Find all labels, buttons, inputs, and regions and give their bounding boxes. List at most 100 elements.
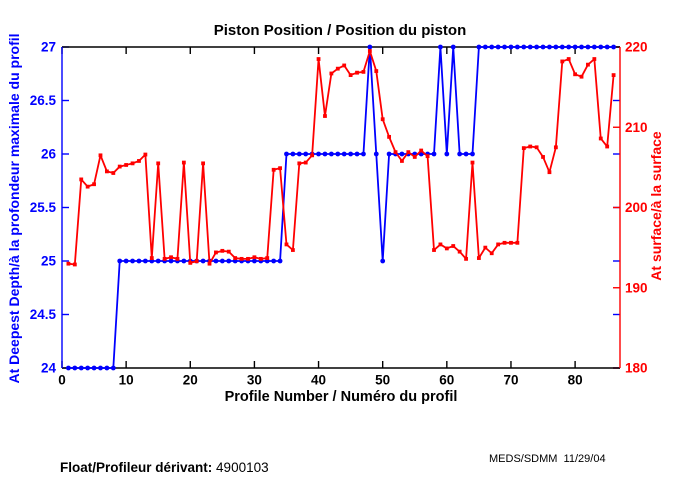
left-tick-label: 25 [41,254,57,269]
left-tick-label: 27 [41,40,56,55]
data-point-marker [361,151,366,157]
left-tick-label: 24.5 [30,307,57,322]
right-tick-label: 190 [625,280,648,295]
data-point-marker [483,245,488,250]
data-point-marker [85,184,90,189]
data-point-marker [246,256,250,261]
data-point-marker [322,151,328,157]
data-point-marker [265,256,270,260]
data-point-marker [303,151,309,157]
data-point-marker [598,136,603,141]
data-point-marker [559,44,565,50]
right-tick-label: 180 [625,361,648,376]
data-point-marker [252,255,257,260]
data-point-marker [201,161,206,166]
data-point-marker [136,258,142,264]
data-point-marker [476,44,482,50]
data-point-marker [438,44,443,50]
data-point-marker [579,44,584,50]
data-point-marker [284,151,289,157]
data-point-marker [585,44,591,50]
data-point-marker [470,151,475,157]
data-point-marker [104,169,109,174]
data-point-marker [534,145,539,150]
data-point-marker [328,151,334,157]
data-point-marker [98,365,103,371]
x-tick-label: 10 [119,373,134,388]
data-point-marker [464,256,468,261]
data-point-marker [509,240,513,245]
data-point-marker [380,258,386,264]
data-point-marker [323,114,327,118]
data-point-marker [149,256,154,260]
data-point-marker [496,242,501,247]
left-tick-label: 24 [41,361,57,376]
data-point-marker [111,171,116,175]
data-point-marker [553,44,559,50]
data-point-marker [233,256,238,260]
plot-frame [61,46,621,369]
data-point-marker [451,244,456,248]
data-point-marker [110,365,116,371]
x-tick-label: 50 [375,373,390,388]
data-point-marker [168,258,174,264]
data-point-marker [476,256,481,260]
x-tick-label: 80 [568,373,583,388]
data-point-marker [91,365,97,371]
data-point-marker [92,182,96,187]
data-point-marker [374,69,379,73]
data-point-marker [457,249,462,254]
data-point-marker [489,251,494,256]
data-point-marker [78,365,84,371]
data-point-marker [444,151,450,157]
data-point-marker [130,258,135,264]
data-point-marker [586,62,590,67]
data-point-marker [316,151,321,157]
left-tick-label: 25.5 [30,200,57,215]
data-point-marker [143,152,148,157]
data-point-marker [604,44,610,50]
data-point-marker [592,57,597,61]
data-point-marker [611,44,616,50]
x-tick-label: 70 [503,373,518,388]
data-point-marker [335,66,340,71]
data-point-marker [373,151,379,157]
data-point-marker [527,44,533,50]
data-point-marker [123,258,129,264]
data-point-marker [335,151,341,157]
data-point-marker [169,255,173,260]
data-point-marker [296,151,302,157]
data-point-marker [258,256,263,261]
data-point-marker [66,365,71,371]
data-point-marker [400,159,404,163]
data-point-marker [419,148,424,153]
data-point-marker [124,163,129,167]
data-point-marker [566,44,572,50]
data-point-marker [277,258,283,264]
data-point-marker [534,44,540,50]
data-point-marker [432,248,436,252]
data-point-marker [117,258,123,264]
data-point-marker [611,73,616,77]
data-point-marker [72,365,78,371]
data-point-marker [367,44,373,50]
data-point-marker [521,146,526,151]
data-point-marker [386,151,392,157]
data-point-marker [79,177,84,182]
data-point-marker [605,144,610,149]
data-point-marker [290,248,295,252]
data-point-marker [444,246,449,251]
data-point-marker [290,151,296,157]
data-point-marker [361,69,366,74]
data-point-marker [310,153,315,158]
data-point-marker [207,261,212,266]
data-point-marker [284,242,289,247]
data-point-marker [226,258,232,264]
data-point-marker [278,166,282,171]
data-point-marker [348,151,354,157]
series-line [68,46,614,369]
data-point-marker [438,242,443,247]
data-point-marker [226,249,231,254]
